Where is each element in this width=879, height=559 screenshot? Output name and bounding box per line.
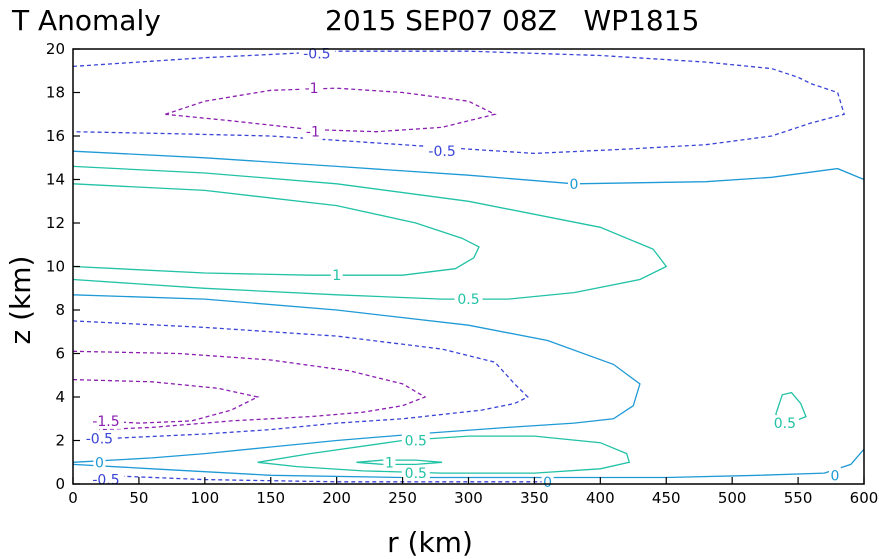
- x-tick-label-250: 250: [388, 489, 417, 507]
- contour-label-bg-4: [568, 175, 580, 192]
- contour-label-bg-14: [541, 473, 554, 490]
- contour-label-bg-7: [88, 412, 124, 429]
- y-tick-label-0: 0: [55, 475, 65, 493]
- contour-line-neg1-1: [165, 87, 497, 133]
- x-tick-label-500: 500: [718, 489, 747, 507]
- contour-line-0p5-3: [72, 165, 668, 300]
- y-tick-label-8: 8: [55, 301, 65, 319]
- contour-label-bg-12: [401, 465, 430, 482]
- x-ticks: 0 50 100 150 200 250 300 350 400 450 500 550 600: [68, 477, 878, 507]
- contour-label-bg-10: [93, 454, 106, 471]
- contour-label-bg-16: [770, 415, 799, 432]
- y-tick-label-4: 4: [55, 388, 65, 406]
- contour-label-neg1p5-7: -1.5: [92, 414, 119, 430]
- y-tick-label-20: 20: [46, 40, 65, 58]
- contour-label-bg-6: [454, 291, 483, 308]
- contour-label-0p5-9: 0.5: [405, 434, 427, 450]
- contour-label-0p5-6: 0.5: [457, 292, 479, 308]
- x-tick-label-100: 100: [191, 489, 220, 507]
- y-tick-label-14: 14: [46, 171, 65, 189]
- contour-line-neg0p5-0: [72, 50, 846, 155]
- contour-line-1-10: [356, 459, 443, 466]
- contour-label-bg-2: [302, 123, 323, 140]
- plot-frame: [72, 48, 865, 485]
- x-tick-label-150: 150: [256, 489, 285, 507]
- contour-line-neg1-7: [72, 350, 427, 431]
- contour-label-bg-11: [383, 454, 396, 471]
- contour-layer: [72, 50, 865, 483]
- chart-title-left: T Anomaly: [11, 4, 161, 37]
- y-tick-label-10: 10: [46, 258, 65, 276]
- x-tick-label-550: 550: [784, 489, 813, 507]
- contour-label-0p5-12: 0.5: [405, 466, 427, 482]
- contour-label-1-11: 1: [385, 455, 394, 471]
- contour-line-neg0p5-6: [72, 320, 529, 439]
- contour-label-0-4: 0: [570, 177, 579, 193]
- x-tick-label-0: 0: [68, 489, 78, 507]
- x-tick-label-50: 50: [129, 489, 148, 507]
- contour-label-0p5-16: 0.5: [774, 416, 796, 432]
- contour-label-neg0p5-0: -0.5: [303, 46, 330, 62]
- chart-title-right: 2015 SEP07 08Z WP1815: [325, 4, 699, 37]
- contour-label-neg0p5-8: -0.5: [86, 431, 113, 447]
- contour-line-1-4: [72, 183, 480, 276]
- contour-label-neg1-1: -1: [305, 81, 319, 97]
- y-axis-label: z (km): [4, 256, 37, 345]
- x-tick-label-350: 350: [520, 489, 549, 507]
- y-ticks: 0 2 4 6 8 10 12 14 16 18 20: [46, 40, 80, 493]
- contour-label-0-14: 0: [543, 475, 552, 491]
- x-tick-label-200: 200: [322, 489, 351, 507]
- x-tick-label-600: 600: [850, 489, 879, 507]
- x-axis-label: r (km): [387, 526, 473, 559]
- contour-label-1-5: 1: [332, 268, 341, 284]
- contour-label-bg-15: [829, 467, 841, 484]
- contour-label-0-10: 0: [95, 455, 104, 471]
- x-tick-label-400: 400: [586, 489, 615, 507]
- contour-line-neg0p5-12: [99, 474, 548, 483]
- y-tick-label-16: 16: [46, 127, 65, 145]
- contour-label-neg1-2: -1: [306, 125, 320, 141]
- contour-line-0-2: [72, 150, 865, 185]
- contour-label-bg-5: [330, 267, 343, 284]
- x-tick-label-450: 450: [652, 489, 681, 507]
- y-tick-label-6: 6: [55, 345, 65, 363]
- contour-line-0-5: [72, 294, 641, 463]
- contour-line-0p5-9: [257, 435, 631, 474]
- x-tick-label-300: 300: [454, 489, 483, 507]
- contour-label-bg-9: [401, 432, 430, 449]
- contour-label-neg0p5-13: -0.5: [92, 473, 119, 489]
- contour-label-neg0p5-3: -0.5: [428, 144, 455, 160]
- y-tick-label-2: 2: [55, 432, 65, 450]
- contour-label-bg-3: [424, 143, 461, 160]
- contour-label-bg-1: [301, 80, 322, 97]
- contour-label-0-15: 0: [831, 468, 840, 484]
- y-tick-label-18: 18: [46, 84, 65, 102]
- y-tick-label-12: 12: [46, 214, 65, 232]
- contour-label-bg-8: [81, 430, 118, 447]
